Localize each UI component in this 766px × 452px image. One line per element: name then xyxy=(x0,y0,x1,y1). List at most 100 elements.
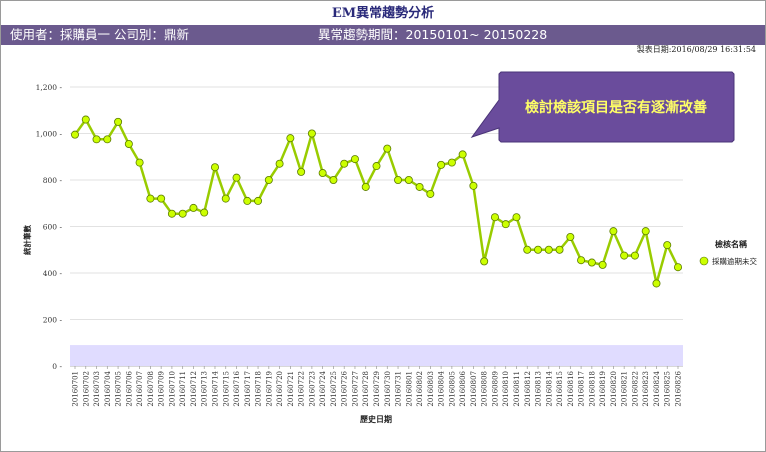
x-tick-label: 20160712 xyxy=(190,371,198,407)
y-tick-label: 800 - xyxy=(43,176,63,185)
x-tick-label: 20160812 xyxy=(524,371,532,407)
data-point[interactable] xyxy=(189,203,198,212)
x-tick-label: 20160808 xyxy=(481,371,489,407)
anomaly-period-info: 異常趨勢期間：20150101~ 20150228 xyxy=(318,27,548,42)
data-point[interactable] xyxy=(124,139,133,148)
x-axis: 20160701 20160702 20160703 20160704 20160705… xyxy=(72,366,683,407)
data-point[interactable] xyxy=(157,194,166,203)
data-point[interactable] xyxy=(81,115,90,124)
data-point[interactable] xyxy=(404,175,413,184)
data-point[interactable] xyxy=(275,159,284,168)
data-point[interactable] xyxy=(566,232,575,241)
x-tick-label: 20160723 xyxy=(308,371,316,407)
x-tick-label: 20160721 xyxy=(287,371,295,407)
x-tick-label: 20160706 xyxy=(125,370,133,406)
data-point[interactable] xyxy=(307,129,316,138)
data-point[interactable] xyxy=(243,196,252,205)
data-point[interactable] xyxy=(674,263,683,272)
data-point[interactable] xyxy=(114,117,123,126)
data-point[interactable] xyxy=(598,260,607,269)
x-tick-label: 20160708 xyxy=(147,371,155,407)
data-point[interactable] xyxy=(501,220,510,229)
x-tick-label: 20160709 xyxy=(158,371,166,407)
x-tick-label: 20160824 xyxy=(653,370,661,406)
data-point[interactable] xyxy=(297,167,306,176)
x-tick-label: 20160715 xyxy=(222,371,230,407)
data-point[interactable] xyxy=(146,194,155,203)
data-point[interactable] xyxy=(641,227,650,236)
data-point[interactable] xyxy=(232,173,241,182)
x-tick-label: 20160717 xyxy=(244,371,252,407)
x-tick-label: 20160722 xyxy=(298,371,306,407)
callout-text: 檢討檢該項目是否有逐漸改善 xyxy=(525,99,707,116)
data-point[interactable] xyxy=(286,134,295,143)
data-point[interactable] xyxy=(577,256,586,265)
data-point[interactable] xyxy=(221,194,230,203)
data-point[interactable] xyxy=(200,208,209,217)
x-tick-label: 20160703 xyxy=(93,371,101,407)
x-tick-label: 20160801 xyxy=(405,371,413,407)
x-tick-label: 20160818 xyxy=(588,371,596,407)
page-title: EM異常趨勢分析 xyxy=(331,6,435,21)
data-point[interactable] xyxy=(210,163,219,172)
y-tick-label: 0 - xyxy=(52,362,62,371)
data-point[interactable] xyxy=(544,245,553,254)
y-tick-label: 1,200 - xyxy=(36,83,63,92)
legend-series-label[interactable]: 採購逾期未交 xyxy=(712,256,757,266)
legend-marker xyxy=(699,256,709,266)
data-point[interactable] xyxy=(469,181,478,190)
data-point[interactable] xyxy=(490,213,499,222)
data-point[interactable] xyxy=(480,257,489,266)
data-point[interactable] xyxy=(652,279,661,288)
x-tick-label: 20160811 xyxy=(513,371,521,407)
data-point[interactable] xyxy=(383,144,392,153)
data-point[interactable] xyxy=(103,135,112,144)
data-point[interactable] xyxy=(329,175,338,184)
x-tick-label: 20160728 xyxy=(362,371,370,407)
data-point[interactable] xyxy=(264,175,273,184)
data-point[interactable] xyxy=(555,245,564,254)
x-tick-label: 20160809 xyxy=(491,371,499,407)
x-tick-label: 20160707 xyxy=(136,371,144,407)
series-points xyxy=(71,115,683,288)
data-point[interactable] xyxy=(534,245,543,254)
data-point[interactable] xyxy=(426,189,435,198)
data-point[interactable] xyxy=(415,182,424,191)
data-point[interactable] xyxy=(372,162,381,171)
data-point[interactable] xyxy=(609,227,618,236)
x-tick-label: 20160710 xyxy=(168,371,176,407)
data-point[interactable] xyxy=(318,169,327,178)
x-tick-label: 20160713 xyxy=(201,371,209,407)
data-point[interactable] xyxy=(620,251,629,260)
data-point[interactable] xyxy=(350,155,359,164)
data-point[interactable] xyxy=(523,245,532,254)
x-tick-label: 20160726 xyxy=(341,370,349,406)
chart-legend: 檢核名稱 採購逾期未交 xyxy=(699,239,757,266)
data-point[interactable] xyxy=(437,160,446,169)
x-axis-title: 歷史日期 xyxy=(360,414,392,424)
x-tick-label: 20160825 xyxy=(664,371,672,407)
data-point[interactable] xyxy=(254,196,263,205)
x-tick-label: 20160822 xyxy=(631,371,639,407)
data-point[interactable] xyxy=(447,158,456,167)
x-tick-label: 20160711 xyxy=(179,371,187,407)
data-point[interactable] xyxy=(178,209,187,218)
x-tick-label: 20160819 xyxy=(599,371,607,407)
data-point[interactable] xyxy=(71,130,80,139)
data-point[interactable] xyxy=(512,213,521,222)
data-point[interactable] xyxy=(92,135,101,144)
data-point[interactable] xyxy=(587,258,596,267)
data-point[interactable] xyxy=(167,209,176,218)
data-point[interactable] xyxy=(630,251,639,260)
data-point[interactable] xyxy=(135,158,144,167)
x-tick-label: 20160802 xyxy=(416,371,424,407)
data-point[interactable] xyxy=(458,150,467,159)
x-tick-label: 20160720 xyxy=(276,371,284,407)
data-point[interactable] xyxy=(340,159,349,168)
y-axis: 0 - 200 - 400 - 600 - 800 - 1,000 - 1,200 - xyxy=(36,83,63,371)
data-point[interactable] xyxy=(361,182,370,191)
x-tick-label: 20160806 xyxy=(459,370,467,406)
data-point[interactable] xyxy=(394,175,403,184)
data-point[interactable] xyxy=(663,241,672,250)
